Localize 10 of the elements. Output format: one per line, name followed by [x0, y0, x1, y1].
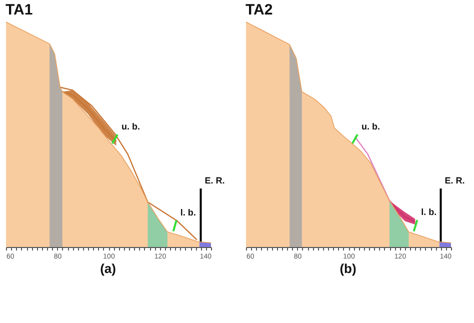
chart-title: TA1 — [6, 2, 33, 19]
text: (b) — [340, 261, 356, 276]
annotation: u. b. — [361, 122, 380, 132]
annotation: E. R. — [204, 176, 225, 186]
annotation: u. b. — [121, 122, 140, 132]
annotation: E. R. — [444, 176, 465, 186]
annotation: l. b. — [421, 207, 437, 217]
chart-title: TA2 — [246, 2, 273, 19]
text: (a) — [100, 261, 116, 276]
annotation: l. b. — [180, 207, 196, 218]
